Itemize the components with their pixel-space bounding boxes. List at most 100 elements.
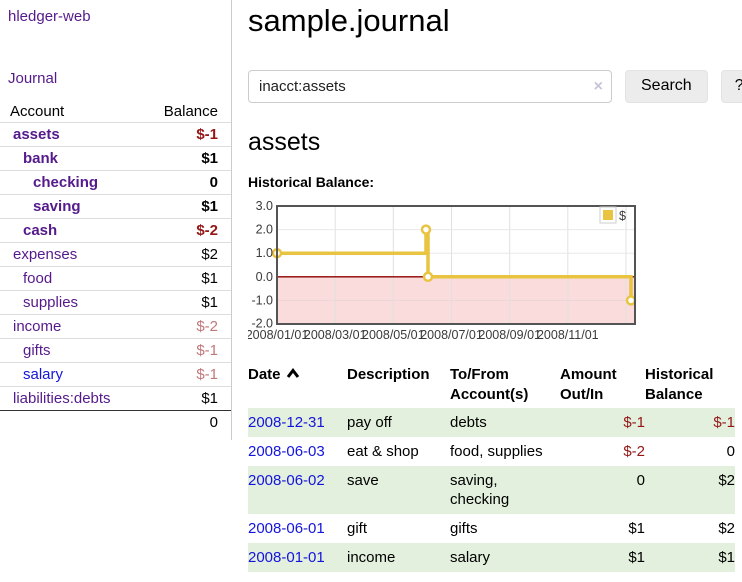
app-title-link[interactable]: hledger-web <box>8 8 91 25</box>
account-row-cash: cash $-2 <box>0 218 231 242</box>
column-header-amount: Amount Out/In <box>560 365 617 403</box>
register-row: 2008-01-01 income salary $1 $1 <box>248 542 735 572</box>
transaction-date-link[interactable]: 2008-01-01 <box>248 548 325 566</box>
account-link-saving[interactable]: saving <box>33 198 81 215</box>
account-link-checking[interactable]: checking <box>33 174 99 191</box>
account-row-income: income $-2 <box>0 314 231 338</box>
sort-ascending-icon <box>286 367 299 378</box>
transaction-accounts: food, supplies <box>450 442 543 460</box>
chart-legend: $ <box>599 206 626 224</box>
accounts-header-balance: Balance <box>163 103 218 120</box>
svg-text:2008/01/01: 2008/01/01 <box>248 328 308 342</box>
transaction-description: income <box>347 548 396 566</box>
transaction-description: gift <box>347 519 368 537</box>
transaction-amount: $1 <box>628 548 645 566</box>
transaction-date-link[interactable]: 2008-06-02 <box>248 471 325 489</box>
account-row-saving: saving $1 <box>0 194 231 218</box>
account-row-supplies: supplies $1 <box>0 290 231 314</box>
account-balance: $2 <box>201 246 218 263</box>
register-row: 2008-06-03 eat & shop food, supplies $-2… <box>248 437 735 466</box>
page-title: sample.journal <box>248 3 450 38</box>
account-row-liabilities-debts: liabilities:debts $1 <box>0 386 231 410</box>
account-row-expenses: expenses $2 <box>0 242 231 266</box>
account-link-expenses[interactable]: expenses <box>13 246 78 263</box>
transaction-accounts: salary <box>450 548 491 566</box>
account-link-assets[interactable]: assets <box>13 126 60 143</box>
svg-text:2008/07/01: 2008/07/01 <box>420 328 483 342</box>
svg-text:-1.0: -1.0 <box>251 293 273 307</box>
accounts-total-row: 0 <box>0 410 231 434</box>
chart-gridlines <box>278 206 634 323</box>
register-row: 2008-06-01 gift gifts $1 $2 <box>248 514 735 543</box>
svg-text:2008/05/01: 2008/05/01 <box>362 328 425 342</box>
account-row-checking: checking 0 <box>0 170 231 194</box>
clear-search-icon[interactable]: × <box>593 77 603 95</box>
transaction-balance: 0 <box>726 442 735 460</box>
column-header-date[interactable]: Date <box>248 362 347 408</box>
account-row-bank: bank $1 <box>0 146 231 170</box>
chart-border <box>276 204 636 325</box>
transaction-amount: $-2 <box>623 442 645 460</box>
account-link-salary[interactable]: salary <box>23 366 64 383</box>
account-link-supplies[interactable]: supplies <box>23 294 79 311</box>
accounts-table: Account Balance assets $-1 bank $1 check… <box>0 101 231 434</box>
account-link-bank[interactable]: bank <box>23 150 59 167</box>
svg-text:-2.0: -2.0 <box>251 316 273 330</box>
legend-swatch <box>603 209 613 220</box>
account-balance: $1 <box>201 150 218 167</box>
column-header-balance: Historical Balance <box>645 365 714 403</box>
account-link-gifts[interactable]: gifts <box>23 342 51 359</box>
account-link-cash[interactable]: cash <box>23 222 58 239</box>
account-heading: assets <box>248 127 321 156</box>
accounts-total-value: 0 <box>209 414 218 431</box>
search-button[interactable]: Search <box>625 69 708 103</box>
transaction-date-link[interactable]: 2008-06-03 <box>248 442 325 460</box>
account-balance: $1 <box>201 198 218 215</box>
transaction-accounts: saving, checking <box>450 471 510 508</box>
main-content: sample.journal × Search ? assets Histori… <box>248 0 742 572</box>
search-input[interactable] <box>248 69 612 103</box>
sidebar-item-journal[interactable]: Journal <box>8 70 58 87</box>
svg-text:2008/09/01: 2008/09/01 <box>478 328 541 342</box>
transaction-balance: $2 <box>718 519 735 537</box>
account-balance: $-2 <box>196 222 218 239</box>
transaction-amount: $1 <box>628 519 645 537</box>
account-balance: $1 <box>201 294 218 311</box>
search-form: × Search ? <box>248 69 742 103</box>
transaction-description: eat & shop <box>347 442 419 460</box>
account-row-salary: salary $-1 <box>0 362 231 386</box>
chart-title: Historical Balance: <box>248 173 375 190</box>
account-balance: $-1 <box>196 342 218 359</box>
account-row-food: food $1 <box>0 266 231 290</box>
transaction-balance: $-1 <box>713 413 735 431</box>
historical-balance-chart: $ 3.0 2.0 1.0 0.0 -1.0 -2.0 2008/01/01 2… <box>248 201 637 342</box>
svg-text:2.0: 2.0 <box>256 222 273 236</box>
account-balance: $-2 <box>196 318 218 335</box>
y-axis-labels: 3.0 2.0 1.0 0.0 -1.0 -2.0 <box>251 201 273 331</box>
sidebar: hledger-web Journal Account Balance asse… <box>0 0 232 440</box>
svg-text:1.0: 1.0 <box>256 246 273 260</box>
legend-label: $ <box>619 209 626 223</box>
transaction-accounts: gifts <box>450 519 478 537</box>
account-link-income[interactable]: income <box>13 318 62 335</box>
account-balance: $1 <box>201 270 218 287</box>
transaction-date-link[interactable]: 2008-12-31 <box>248 413 325 431</box>
svg-text:3.0: 3.0 <box>256 201 273 213</box>
register-row: 2008-06-02 save saving, checking 0 $2 <box>248 465 735 514</box>
account-row-assets: assets $-1 <box>0 122 231 146</box>
account-link-liabilities-debts[interactable]: liabilities:debts <box>13 390 111 407</box>
transaction-description: pay off <box>347 413 392 431</box>
transaction-date-link[interactable]: 2008-06-01 <box>248 519 325 537</box>
account-row-gifts: gifts $-1 <box>0 338 231 362</box>
column-header-accounts: To/From Account(s) <box>450 365 529 403</box>
account-link-food[interactable]: food <box>23 270 53 287</box>
transaction-accounts: debts <box>450 413 487 431</box>
search-help-button[interactable]: ? <box>720 69 742 103</box>
account-balance: $1 <box>201 390 218 407</box>
register-row: 2008-12-31 pay off debts $-1 $-1 <box>248 407 735 437</box>
negative-region <box>278 276 634 323</box>
transaction-description: save <box>347 471 379 489</box>
accounts-table-header: Account Balance <box>0 101 231 122</box>
transaction-amount: 0 <box>636 471 645 489</box>
svg-text:2008/03/01: 2008/03/01 <box>304 328 367 342</box>
